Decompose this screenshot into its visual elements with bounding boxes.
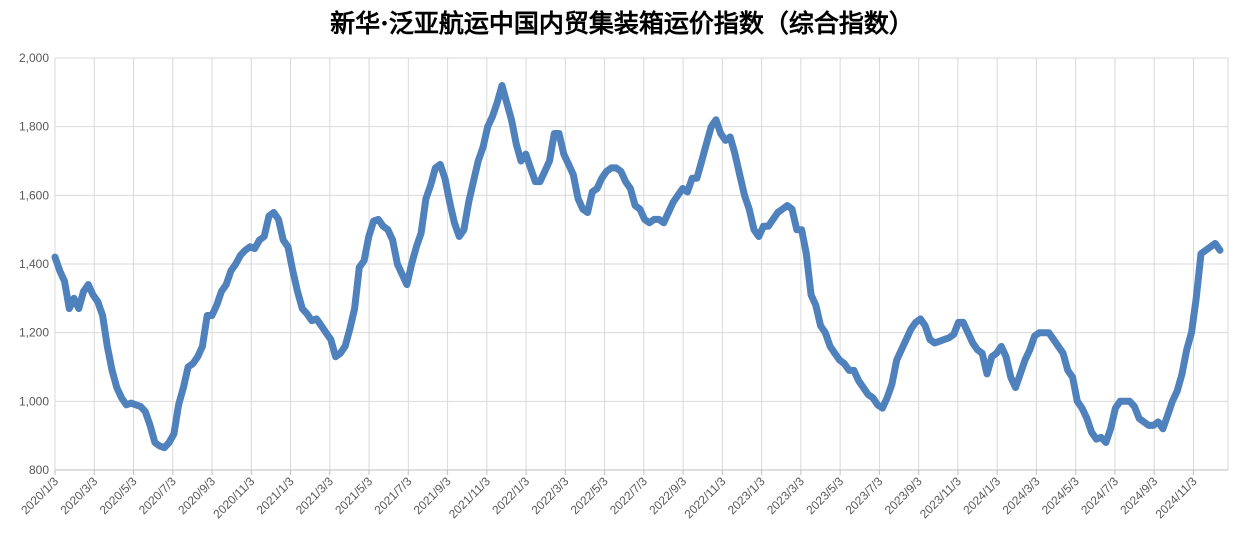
y-tick-label: 1,400 <box>19 257 49 271</box>
axes <box>54 469 1228 475</box>
y-tick-label: 1,600 <box>19 188 49 202</box>
series-layer <box>51 82 1224 452</box>
grid-lines <box>54 57 1229 471</box>
y-tick-label: 1,800 <box>19 120 49 134</box>
x-tick-label: 2022/11/3 <box>681 474 728 521</box>
x-tick-label: 2022/7/3 <box>607 474 650 517</box>
y-tick-label: 800 <box>29 463 49 477</box>
x-tick-label: 2023/11/3 <box>917 474 964 521</box>
y-tick-label: 1,200 <box>19 326 49 340</box>
x-tick-label: 2020/7/3 <box>136 474 179 517</box>
x-tick-label: 2020/3/3 <box>57 474 100 517</box>
x-tick-label: 2021/7/3 <box>371 474 414 517</box>
x-tick-label: 2022/5/3 <box>568 474 611 517</box>
x-tick-label: 2021/1/3 <box>254 474 297 517</box>
x-tick-label: 2020/5/3 <box>97 474 140 517</box>
series-line <box>51 82 1224 452</box>
chart-title: 新华·泛亚航运中国内贸集装箱运价指数（综合指数） <box>330 9 914 38</box>
x-tick-label: 2024/1/3 <box>960 474 1003 517</box>
y-tick-label: 2,000 <box>19 51 49 65</box>
x-tick-label: 2020/1/3 <box>18 474 61 517</box>
x-tick-label: 2023/3/3 <box>764 474 807 517</box>
x-tick-label: 2022/1/3 <box>489 474 532 517</box>
x-tick-label: 2023/5/3 <box>803 474 846 517</box>
x-tick-label: 2024/7/3 <box>1078 474 1121 517</box>
x-tick-label: 2020/11/3 <box>210 474 257 521</box>
x-axis-ticks: 2020/1/32020/3/32020/5/32020/7/32020/9/3… <box>18 474 1200 521</box>
x-tick-label: 2023/7/3 <box>843 474 886 517</box>
x-tick-label: 2023/1/3 <box>725 474 768 517</box>
y-tick-label: 1,000 <box>19 394 49 408</box>
x-tick-label: 2021/5/3 <box>332 474 375 517</box>
x-tick-label: 2021/3/3 <box>293 474 336 517</box>
x-tick-label: 2022/3/3 <box>529 474 572 517</box>
x-tick-label: 2021/11/3 <box>446 474 493 521</box>
y-axis-ticks: 800 1,000 1,200 1,400 1,600 1,800 2,000 <box>19 51 49 477</box>
x-tick-label: 2024/5/3 <box>1039 474 1082 517</box>
x-tick-label: 2024/3/3 <box>1000 474 1043 517</box>
x-tick-label: 2024/11/3 <box>1153 474 1200 521</box>
